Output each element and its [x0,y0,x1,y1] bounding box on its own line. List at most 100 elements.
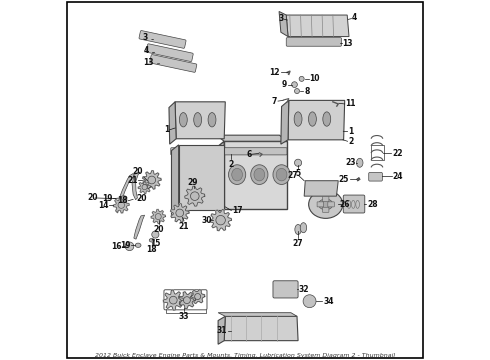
Ellipse shape [309,190,343,219]
Text: 13: 13 [143,58,153,67]
Ellipse shape [208,113,216,127]
Text: 8: 8 [304,86,310,95]
Circle shape [155,213,161,220]
Ellipse shape [323,112,331,126]
FancyBboxPatch shape [273,281,298,298]
Text: 1: 1 [348,127,353,136]
Circle shape [195,293,201,300]
Text: 20: 20 [132,167,143,176]
Polygon shape [171,204,189,222]
Ellipse shape [300,223,307,233]
Text: 2012 Buick Enclave Engine Parts & Mounts, Timing, Lubrication System Diagram 2 -: 2012 Buick Enclave Engine Parts & Mounts… [95,352,395,357]
Text: 18: 18 [117,196,127,205]
FancyBboxPatch shape [317,202,323,207]
Ellipse shape [251,165,268,184]
Text: 3: 3 [278,14,284,23]
Text: 10: 10 [310,75,320,84]
Polygon shape [178,292,196,309]
Ellipse shape [228,165,245,184]
Circle shape [292,82,297,87]
Text: 13: 13 [343,39,353,48]
Text: 2: 2 [228,160,233,169]
Ellipse shape [135,243,141,247]
Circle shape [303,295,316,308]
Text: 7: 7 [272,96,277,105]
Ellipse shape [232,168,243,181]
Text: 24: 24 [393,172,403,181]
Circle shape [176,209,184,217]
Text: 21: 21 [179,222,189,231]
Text: 15: 15 [150,239,161,248]
FancyBboxPatch shape [368,172,382,181]
Text: 2: 2 [348,137,353,146]
Text: 17: 17 [232,206,243,215]
Text: 4: 4 [144,46,149,55]
Polygon shape [143,171,161,189]
Text: 31: 31 [217,326,227,335]
FancyBboxPatch shape [286,38,342,46]
Polygon shape [138,181,151,194]
Circle shape [299,76,304,81]
Ellipse shape [121,196,127,200]
Text: 27: 27 [288,171,298,180]
Polygon shape [185,186,205,206]
Polygon shape [175,102,225,139]
Circle shape [170,296,177,304]
Text: 20: 20 [87,193,98,202]
Text: 16: 16 [111,242,122,251]
Circle shape [294,89,299,94]
FancyBboxPatch shape [150,55,197,72]
Polygon shape [286,15,349,37]
Polygon shape [132,172,140,200]
Circle shape [148,176,156,184]
Text: 14: 14 [98,201,109,210]
Text: 20: 20 [137,194,147,203]
Polygon shape [172,145,179,217]
Text: 29: 29 [188,178,198,187]
Text: 19: 19 [120,241,130,250]
Text: 3: 3 [143,33,148,42]
Polygon shape [279,12,288,37]
Text: 25: 25 [339,175,349,184]
Polygon shape [218,313,297,316]
Text: 30: 30 [201,216,212,225]
Text: 12: 12 [270,68,280,77]
Text: 1: 1 [164,125,169,134]
Polygon shape [210,210,231,231]
Text: 11: 11 [345,99,356,108]
Ellipse shape [254,168,265,181]
FancyBboxPatch shape [322,197,329,202]
Polygon shape [216,135,287,141]
Ellipse shape [273,165,290,184]
Polygon shape [216,141,224,215]
FancyBboxPatch shape [139,31,186,48]
Text: 28: 28 [367,200,378,209]
Ellipse shape [294,112,302,126]
Text: 27: 27 [293,239,303,248]
Text: 4: 4 [352,13,357,22]
Polygon shape [191,290,205,303]
Polygon shape [113,197,129,213]
Circle shape [152,231,159,238]
Ellipse shape [295,225,301,234]
FancyBboxPatch shape [343,195,365,213]
Polygon shape [304,181,338,196]
Text: 32: 32 [299,285,309,294]
Polygon shape [134,215,145,239]
Text: 23: 23 [345,158,355,167]
FancyBboxPatch shape [171,148,287,155]
Polygon shape [288,100,344,140]
Ellipse shape [276,168,287,181]
Ellipse shape [318,199,333,210]
Circle shape [142,185,147,190]
Text: 33: 33 [179,312,189,321]
Ellipse shape [149,238,154,242]
Polygon shape [224,141,287,209]
Text: 22: 22 [392,149,402,158]
Text: 6: 6 [246,150,251,159]
Circle shape [294,159,302,166]
Text: 21: 21 [127,176,137,185]
Polygon shape [116,174,134,213]
Polygon shape [281,100,289,144]
Polygon shape [151,210,166,224]
